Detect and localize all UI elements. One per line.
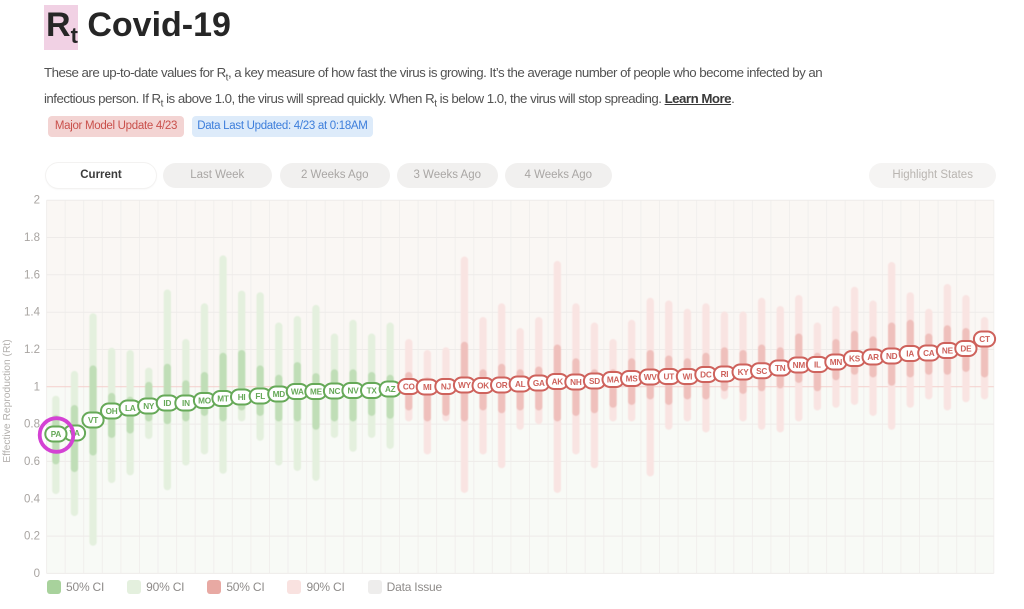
svg-text:1: 1 bbox=[34, 381, 40, 393]
svg-text:MA: MA bbox=[607, 376, 620, 385]
svg-text:0.4: 0.4 bbox=[24, 493, 41, 505]
svg-text:SD: SD bbox=[589, 377, 600, 386]
svg-text:MN: MN bbox=[830, 358, 843, 367]
svg-text:HI: HI bbox=[238, 393, 246, 402]
svg-text:0.8: 0.8 bbox=[24, 419, 40, 431]
svg-text:KS: KS bbox=[849, 355, 861, 364]
svg-text:PA: PA bbox=[51, 430, 62, 439]
svg-text:MS: MS bbox=[626, 375, 639, 384]
svg-text:GA: GA bbox=[533, 379, 545, 388]
svg-text:AL: AL bbox=[515, 380, 526, 389]
svg-text:VT: VT bbox=[88, 416, 98, 425]
svg-text:OH: OH bbox=[106, 407, 118, 416]
svg-text:ID: ID bbox=[163, 399, 171, 408]
svg-text:CO: CO bbox=[403, 383, 416, 392]
svg-text:CA: CA bbox=[923, 349, 935, 358]
svg-text:NY: NY bbox=[143, 402, 155, 411]
svg-text:AK: AK bbox=[552, 378, 564, 387]
svg-text:Effective Reproduction (Rt): Effective Reproduction (Rt) bbox=[2, 339, 13, 462]
svg-text:NV: NV bbox=[348, 387, 360, 396]
svg-text:FL: FL bbox=[255, 392, 265, 401]
svg-text:WI: WI bbox=[683, 373, 693, 382]
svg-text:MO: MO bbox=[198, 397, 212, 406]
svg-text:1.6: 1.6 bbox=[24, 269, 40, 281]
svg-text:IA: IA bbox=[906, 350, 914, 359]
svg-text:MI: MI bbox=[423, 383, 432, 392]
svg-text:AR: AR bbox=[867, 353, 879, 362]
svg-text:IN: IN bbox=[182, 399, 190, 408]
svg-text:1.2: 1.2 bbox=[24, 344, 40, 356]
svg-text:IL: IL bbox=[814, 361, 821, 370]
svg-text:OR: OR bbox=[496, 381, 508, 390]
svg-text:0: 0 bbox=[34, 568, 40, 580]
svg-text:RI: RI bbox=[721, 370, 729, 379]
svg-text:WY: WY bbox=[458, 381, 472, 390]
svg-text:WV: WV bbox=[644, 373, 658, 382]
svg-text:MD: MD bbox=[273, 390, 286, 399]
svg-text:1.4: 1.4 bbox=[24, 307, 41, 319]
svg-text:DC: DC bbox=[700, 371, 712, 380]
svg-text:NH: NH bbox=[570, 378, 582, 387]
svg-text:0.6: 0.6 bbox=[24, 456, 40, 468]
svg-text:TN: TN bbox=[775, 364, 786, 373]
svg-text:NJ: NJ bbox=[441, 383, 451, 392]
svg-text:NC: NC bbox=[329, 387, 341, 396]
svg-text:SC: SC bbox=[756, 367, 767, 376]
svg-text:LA: LA bbox=[125, 404, 136, 413]
svg-text:2: 2 bbox=[34, 195, 40, 207]
svg-text:ND: ND bbox=[886, 352, 898, 361]
svg-text:DE: DE bbox=[960, 345, 972, 354]
svg-text:OK: OK bbox=[477, 382, 489, 391]
svg-text:NE: NE bbox=[942, 347, 954, 356]
svg-text:KY: KY bbox=[738, 368, 750, 377]
svg-text:0.2: 0.2 bbox=[24, 531, 40, 543]
svg-text:TX: TX bbox=[367, 387, 378, 396]
svg-text:AZ: AZ bbox=[385, 385, 396, 394]
svg-text:1.8: 1.8 bbox=[24, 232, 40, 244]
svg-text:NM: NM bbox=[793, 361, 806, 370]
svg-text:CT: CT bbox=[979, 335, 990, 344]
svg-text:WA: WA bbox=[291, 388, 304, 397]
svg-text:MT: MT bbox=[217, 395, 229, 404]
svg-text:UT: UT bbox=[664, 373, 675, 382]
svg-text:ME: ME bbox=[310, 388, 323, 397]
